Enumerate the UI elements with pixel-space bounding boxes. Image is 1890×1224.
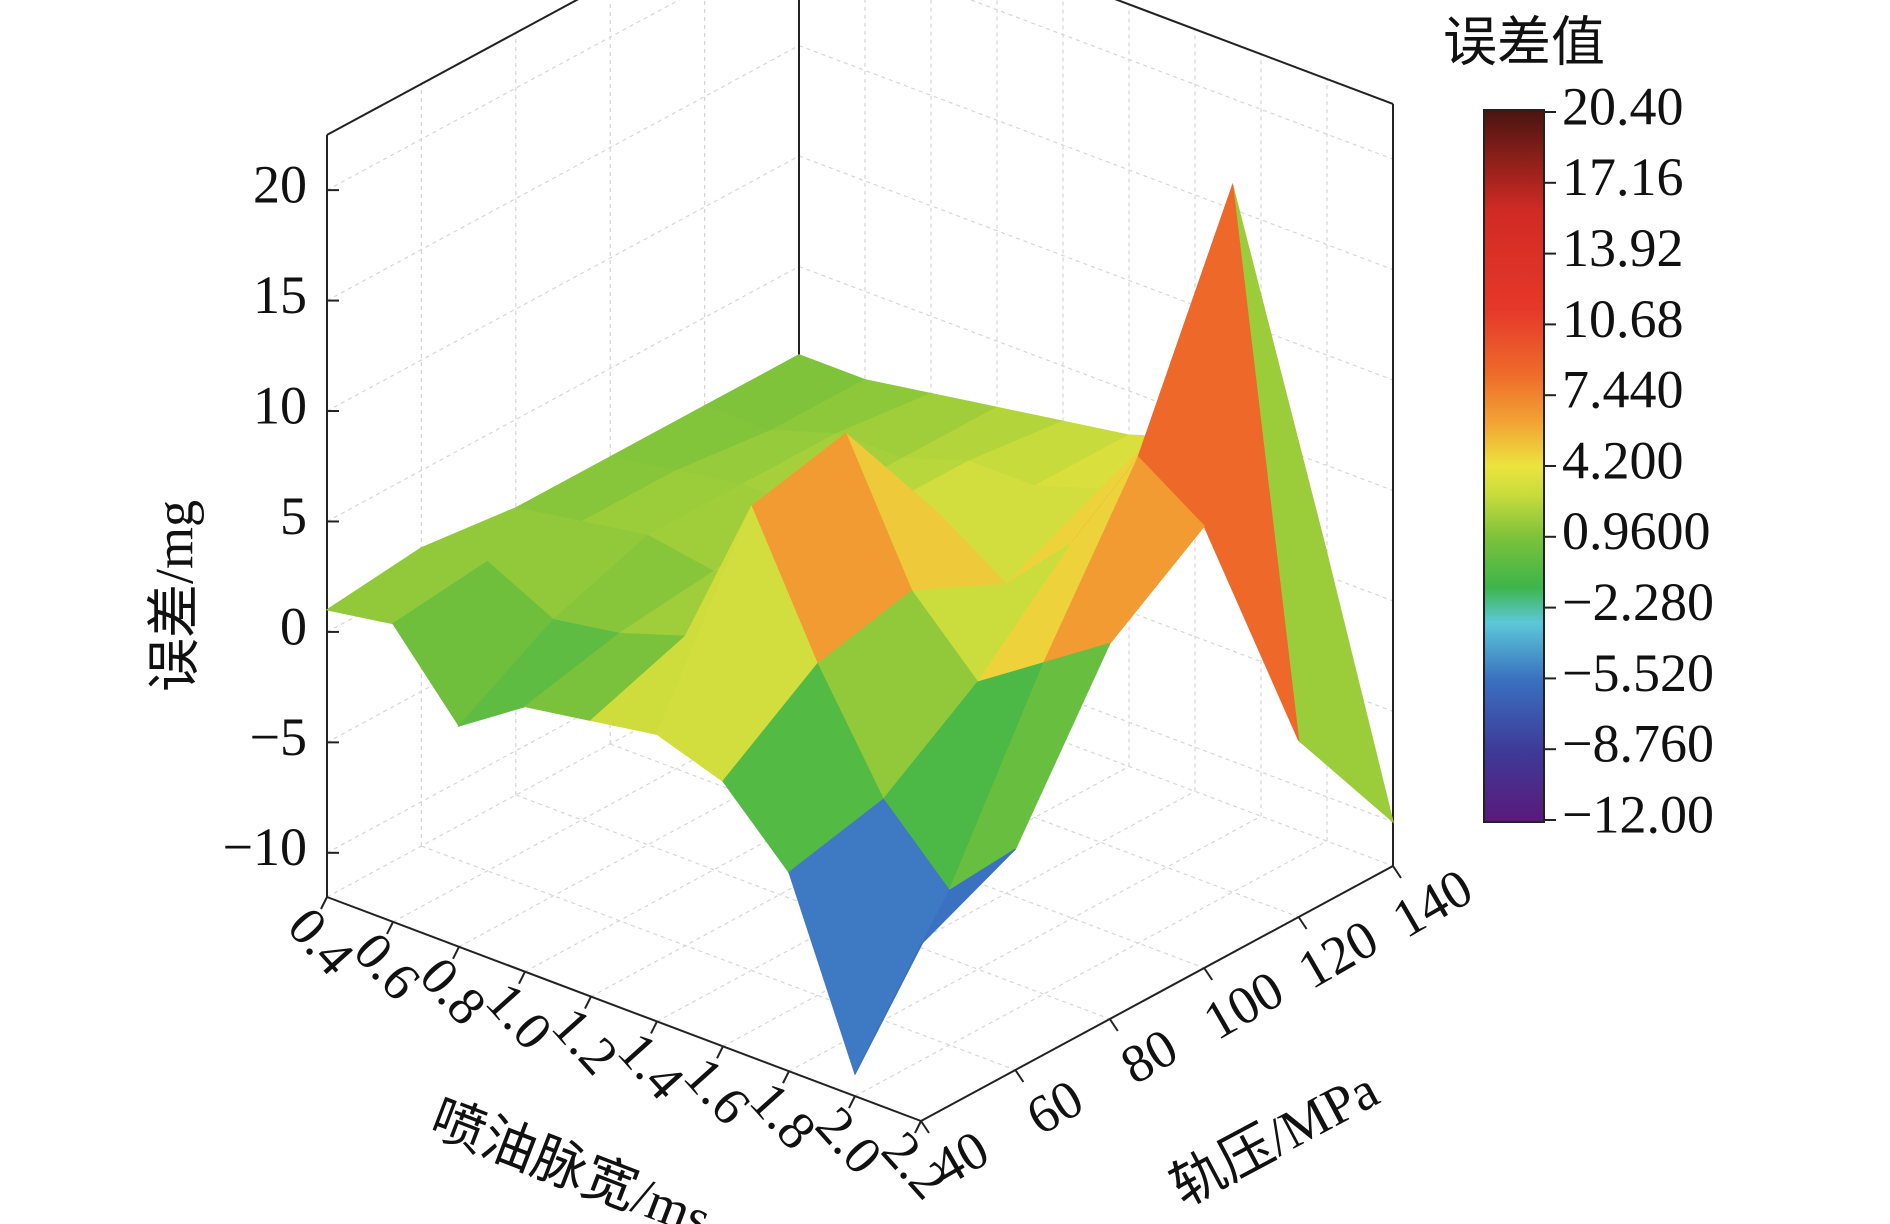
- grid-line: [326, 641, 800, 898]
- axis-line: [1114, 0, 1394, 105]
- x-tick: [518, 971, 526, 985]
- x-tick: [320, 896, 328, 910]
- colorbar-tick-label: 7.440: [1562, 360, 1684, 420]
- grid-line: [326, 265, 800, 522]
- grid-line: [515, 794, 1111, 1020]
- colorbar-tick-label: −2.280: [1562, 572, 1714, 632]
- colorbar: [1483, 109, 1545, 823]
- y-tick: [1014, 1069, 1025, 1083]
- grid-line: [326, 45, 800, 302]
- colorbar-tick-label: −12.00: [1562, 784, 1714, 844]
- z-tick-label: 0: [280, 596, 307, 656]
- z-tick-label: −10: [223, 817, 307, 877]
- grid-line: [421, 845, 1016, 1071]
- grid-line: [609, 743, 1205, 969]
- grid-line: [392, 666, 866, 923]
- colorbar-tick-label: 13.92: [1562, 218, 1684, 278]
- colorbar-tick-label: 17.16: [1562, 147, 1684, 207]
- y-tick-label: 60: [1016, 1068, 1093, 1147]
- grid-line: [326, 0, 681, 191]
- axis-line: [326, 896, 922, 1122]
- x-tick: [584, 996, 592, 1010]
- grid-line: [326, 597, 800, 854]
- axis-line: [920, 865, 1394, 1122]
- colorbar-tick-label: 0.9600: [1562, 501, 1711, 561]
- grid-line: [969, 0, 1394, 160]
- colorbar-tick-label: 10.68: [1562, 289, 1684, 349]
- colorbar-tick-label: −8.760: [1562, 714, 1714, 774]
- x-tick: [914, 1120, 922, 1134]
- x-tick: [386, 921, 394, 935]
- y-tick: [1203, 967, 1214, 981]
- z-tick-label: 20: [253, 155, 307, 215]
- grid-line: [326, 155, 800, 412]
- x-tick: [848, 1095, 856, 1109]
- grid-line: [524, 716, 998, 973]
- y-tick: [1108, 1018, 1119, 1032]
- grid-line: [590, 741, 1064, 998]
- z-tick-label: 15: [253, 265, 307, 325]
- y-tick-label: 80: [1111, 1017, 1188, 1096]
- axis-line: [326, 0, 579, 136]
- surface-cell: [854, 848, 1016, 1075]
- colorbar-tick-label: −5.520: [1562, 643, 1714, 703]
- x-tick: [782, 1070, 790, 1084]
- grid-line: [798, 155, 1394, 381]
- x-tick-label: 0.4: [276, 896, 366, 986]
- grid-line: [458, 691, 932, 948]
- grid-line: [326, 486, 800, 743]
- colorbar-tick-label: 4.200: [1562, 430, 1684, 490]
- z-tick-label: −5: [250, 707, 307, 767]
- z-tick-label: 5: [280, 486, 307, 546]
- y-axis-title: 轨压/MPa: [1161, 1059, 1388, 1218]
- z-tick-label: 10: [253, 375, 307, 435]
- x-tick: [716, 1045, 724, 1059]
- grid-line: [656, 765, 1130, 1022]
- z-axis-title: 误差/mg: [144, 500, 204, 692]
- y-tick: [1392, 865, 1402, 879]
- colorbar-title: 误差值: [1443, 12, 1605, 72]
- y-tick: [920, 1120, 930, 1134]
- grid-line: [798, 45, 1394, 271]
- x-tick: [452, 946, 460, 960]
- grid-line: [854, 840, 1328, 1097]
- colorbar-tick-label: 20.40: [1562, 76, 1684, 136]
- grid-line: [722, 790, 1196, 1047]
- x-tick: [650, 1020, 658, 1034]
- x-axis-title: 喷油脉宽/ms: [423, 1088, 719, 1224]
- y-tick: [1297, 916, 1308, 930]
